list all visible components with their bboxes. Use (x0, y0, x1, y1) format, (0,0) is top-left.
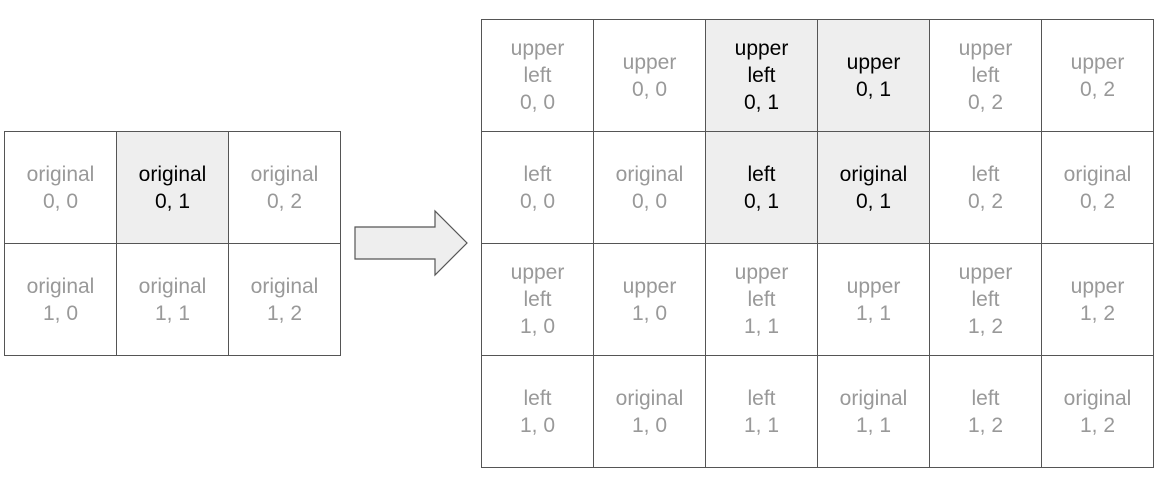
cell-label-line: original (250, 162, 319, 186)
right-grid-cell: upper 1, 2 (1041, 243, 1154, 356)
cell-label-line: 1, 1 (743, 413, 780, 437)
cell-label-line: upper (734, 261, 789, 284)
right-arrow-icon (354, 209, 468, 277)
cell-label-line: 0, 1 (743, 91, 780, 114)
cell-label-line: 1, 2 (967, 413, 1004, 437)
cell-label-line: 1, 1 (743, 315, 780, 338)
cell-label-line: 0, 2 (967, 189, 1004, 213)
right-grid-cell: original 0, 1 (817, 131, 930, 244)
cell-label-line: left (971, 64, 1000, 87)
cell-label-line: original (615, 162, 684, 186)
cell-label-line: left (523, 64, 552, 87)
right-grid-cell: upper 1, 0 (593, 243, 706, 356)
cell-label-line: left (971, 288, 1000, 311)
right-grid-cell: original 0, 2 (1041, 131, 1154, 244)
cell-label-line: upper (510, 261, 565, 284)
cell-label-line: 0, 0 (519, 189, 556, 213)
cell-label-line: left (523, 288, 552, 311)
cell-label-line: 0, 2 (1079, 189, 1116, 213)
cell-label-line: original (615, 386, 684, 410)
cell-label-line: left (747, 64, 776, 87)
cell-label-line: 1, 2 (1079, 301, 1116, 325)
right-grid-cell: upper left 1, 0 (481, 243, 594, 356)
cell-label-line: 1, 0 (519, 413, 556, 437)
right-grid-cell: original 0, 0 (593, 131, 706, 244)
right-grid-cell: upper 0, 1 (817, 19, 930, 132)
cell-label-line: 0, 0 (519, 91, 556, 114)
cell-label-line: 1, 0 (42, 301, 79, 325)
cell-label-line: 0, 2 (266, 189, 303, 213)
right-grid-cell: upper 1, 1 (817, 243, 930, 356)
cell-label-line: 1, 2 (1079, 413, 1116, 437)
cell-label-line: upper (958, 37, 1013, 60)
left-grid-cell: original 0, 2 (228, 131, 341, 244)
cell-label-line: left (523, 386, 552, 410)
right-grid-cell: upper left 0, 0 (481, 19, 594, 132)
cell-label-line: upper (510, 37, 565, 60)
cell-label-line: 1, 1 (855, 301, 892, 325)
cell-label-line: 0, 1 (855, 189, 892, 213)
left-grid-cell: original 0, 0 (4, 131, 117, 244)
cell-label-line: original (1063, 162, 1132, 186)
left-grid-cell: original 1, 2 (228, 243, 341, 356)
cell-label-line: 1, 0 (631, 301, 668, 325)
right-grid-cell: left 1, 0 (481, 355, 594, 468)
right-grid-cell: left 0, 2 (929, 131, 1042, 244)
right-grid-cell: upper left 1, 1 (705, 243, 818, 356)
cell-label-line: upper (622, 274, 677, 298)
cell-label-line: 1, 0 (631, 413, 668, 437)
cell-label-line: original (1063, 386, 1132, 410)
right-grid-cell: upper left 1, 2 (929, 243, 1042, 356)
cell-label-line: 0, 2 (1079, 77, 1116, 101)
cell-label-line: left (523, 162, 552, 186)
cell-label-line: original (138, 274, 207, 298)
right-grid-cell: original 1, 0 (593, 355, 706, 468)
cell-label-line: upper (958, 261, 1013, 284)
cell-label-line: 0, 0 (42, 189, 79, 213)
cell-label-line: 0, 0 (631, 77, 668, 101)
cell-label-line: left (971, 386, 1000, 410)
cell-label-line: upper (1070, 50, 1125, 74)
cell-label-line: upper (846, 50, 901, 74)
cell-label-line: left (747, 386, 776, 410)
cell-label-line: 1, 0 (519, 315, 556, 338)
left-grid-cell: original 0, 1 (116, 131, 229, 244)
cell-label-line: 0, 1 (154, 189, 191, 213)
right-grid-cell: upper left 0, 1 (705, 19, 818, 132)
cell-label-line: left (747, 162, 776, 186)
right-grid-cell: left 0, 0 (481, 131, 594, 244)
cell-label-line: left (971, 162, 1000, 186)
cell-label-line: 1, 2 (967, 315, 1004, 338)
right-grid-cell: upper 0, 0 (593, 19, 706, 132)
right-grid-cell: upper left 0, 2 (929, 19, 1042, 132)
cell-label-line: 0, 1 (855, 77, 892, 101)
cell-label-line: original (839, 386, 908, 410)
right-grid-cell: left 1, 1 (705, 355, 818, 468)
right-grid-cell: left 1, 2 (929, 355, 1042, 468)
left-grid-cell: original 1, 1 (116, 243, 229, 356)
cell-label-line: original (250, 274, 319, 298)
cell-label-line: original (138, 162, 207, 186)
right-grid-cell: original 1, 1 (817, 355, 930, 468)
cell-label-line: 1, 2 (266, 301, 303, 325)
cell-label-line: upper (734, 37, 789, 60)
cell-label-line: 1, 1 (154, 301, 191, 325)
cell-label-line: upper (1070, 274, 1125, 298)
right-grid-cell: left 0, 1 (705, 131, 818, 244)
cell-label-line: left (747, 288, 776, 311)
cell-label-line: upper (846, 274, 901, 298)
cell-label-line: 0, 0 (631, 189, 668, 213)
right-grid-cell: upper 0, 2 (1041, 19, 1154, 132)
cell-label-line: 0, 2 (967, 91, 1004, 114)
right-grid-cell: original 1, 2 (1041, 355, 1154, 468)
cell-label-line: original (26, 274, 95, 298)
cell-label-line: 0, 1 (743, 189, 780, 213)
cell-label-line: 1, 1 (855, 413, 892, 437)
cell-label-line: original (26, 162, 95, 186)
cell-label-line: original (839, 162, 908, 186)
cell-label-line: upper (622, 50, 677, 74)
left-grid-cell: original 1, 0 (4, 243, 117, 356)
